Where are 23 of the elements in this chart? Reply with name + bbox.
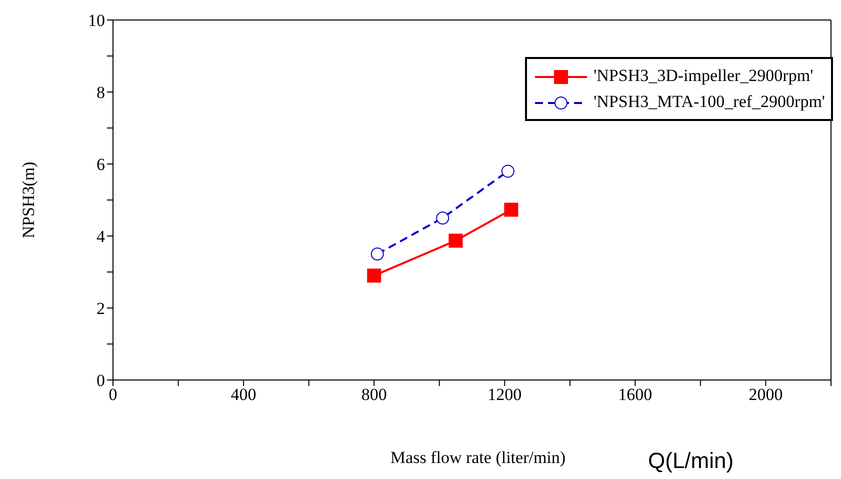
x-tick-label: 800 (361, 385, 387, 404)
x-axis-title: Mass flow rate (liter/min) (389, 448, 567, 468)
point (367, 268, 382, 283)
point (448, 234, 463, 248)
x-tick-label: 400 (230, 385, 256, 404)
point (436, 212, 450, 224)
y-tick-label: 8 (96, 83, 105, 102)
x-tick-label: 2000 (748, 385, 783, 404)
x-tick-label: 1200 (488, 385, 522, 404)
text: Q(L/min) (648, 448, 734, 474)
y-tick-label: 0 (96, 371, 105, 390)
y-tick-label: 2 (96, 299, 105, 318)
y-tick-label: 4 (96, 227, 106, 246)
point (504, 202, 518, 217)
x-tick-label: 1600 (618, 385, 652, 404)
y-axis-title: NPSH3(m) (19, 162, 38, 238)
y-tick-label: 6 (96, 155, 105, 174)
point (370, 248, 384, 260)
y-tick-label: 10 (88, 11, 105, 30)
point (501, 164, 514, 178)
legend-label: 'NPSH3_3D-impeller_2900rpm' (592, 65, 814, 87)
legend-label: 'NPSH3_MTA-100_ref_2900rpm' (592, 91, 825, 113)
x-tick-label: 0 (108, 385, 118, 404)
